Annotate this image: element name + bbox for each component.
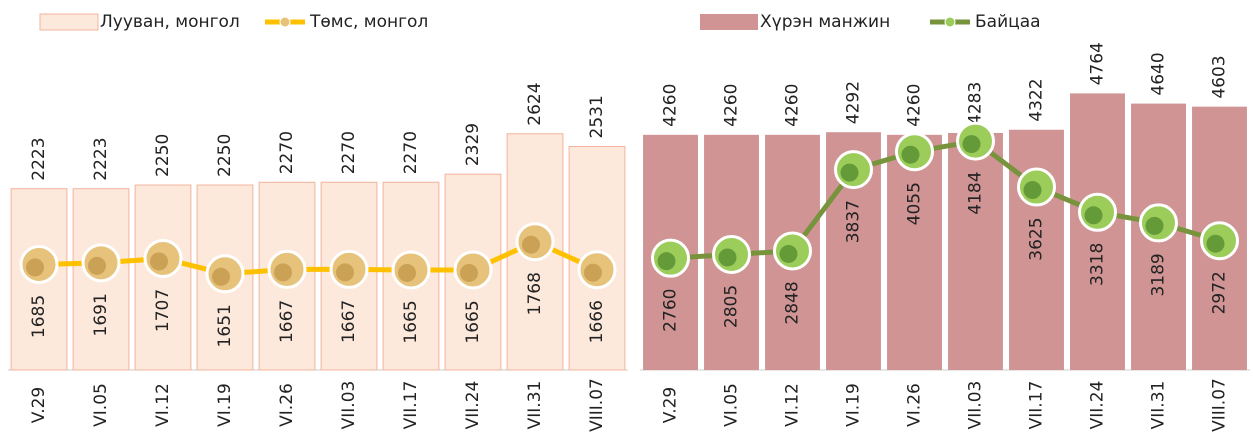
x-tick-label: VII.24: [1088, 381, 1108, 430]
bar-value-label: 4283: [966, 82, 986, 125]
marker-detail: [460, 264, 478, 282]
chart: V.29 VI.05 VI.12 VI.19 VI.26 VII.03 VII.17 VII.…: [640, 12, 1250, 432]
marker-detail: [963, 135, 981, 153]
marker-detail: [1207, 235, 1225, 253]
bar-value-label: 2624: [525, 82, 545, 125]
x-tick-label: VII.24: [463, 381, 483, 430]
x-tick-label: VII.17: [401, 381, 421, 430]
bar-value-label: 2223: [91, 137, 111, 180]
x-tick-label: VI.26: [905, 383, 925, 427]
charts: V.29 VI.05 VI.12 VI.19 VI.26 VII.03 VII.17 VII.…: [0, 0, 1253, 445]
x-tick-label: VI.12: [783, 383, 803, 427]
marker-detail: [88, 257, 106, 275]
bar-value-label: 4640: [1149, 52, 1169, 95]
marker-detail: [719, 248, 737, 266]
marker-detail: [150, 252, 168, 270]
line-value-label: 3625: [1027, 217, 1047, 260]
x-tick-label: VII.03: [966, 381, 986, 430]
bar-value-label: 4260: [661, 84, 681, 127]
line-value-label: 1707: [153, 289, 173, 332]
bar-value-label: 2329: [463, 123, 483, 166]
line-value-label: 3189: [1149, 253, 1169, 296]
line-value-label: 1685: [29, 295, 49, 338]
bar-value-label: 4764: [1088, 42, 1108, 85]
x-tick-label: VI.05: [722, 383, 742, 427]
legend-swatch: [40, 14, 98, 30]
marker-detail: [212, 268, 230, 286]
marker-detail: [398, 264, 416, 282]
bar-value-label: 2250: [215, 134, 235, 177]
marker-detail: [780, 245, 798, 263]
legend-swatch: [700, 14, 758, 30]
bar-value-label: 4260: [905, 84, 925, 127]
line-value-label: 3318: [1088, 243, 1108, 286]
line-value-label: 2972: [1210, 271, 1230, 314]
bar-value-label: 4260: [783, 84, 803, 127]
marker-detail: [902, 146, 920, 164]
bar-value-label: 2270: [401, 131, 421, 174]
marker-detail: [1085, 206, 1103, 224]
line-value-label: 1665: [463, 300, 483, 343]
line-value-label: 3837: [844, 200, 864, 243]
line-value-label: 2805: [722, 285, 742, 328]
legend-label: Байцаа: [975, 12, 1041, 32]
legend-marker: [945, 17, 955, 27]
bar: [948, 133, 1003, 370]
page: V.29 VI.05 VI.12 VI.19 VI.26 VII.03 VII.17 VII.…: [0, 0, 1253, 445]
x-tick-label: VII.31: [525, 381, 545, 430]
legend-marker: [280, 17, 290, 27]
bar-value-label: 4260: [722, 84, 742, 127]
line-value-label: 1691: [91, 293, 111, 336]
x-tick-label: V.29: [29, 387, 49, 423]
x-tick-label: VII.17: [1027, 381, 1047, 430]
line-value-label: 4055: [905, 182, 925, 225]
marker-detail: [658, 252, 676, 270]
bar-value-label: 2223: [29, 137, 49, 180]
bar-value-label: 4292: [844, 81, 864, 124]
bar-value-label: 4603: [1210, 55, 1230, 98]
marker-detail: [1146, 217, 1164, 235]
line-value-label: 2760: [661, 289, 681, 332]
line-value-label: 1667: [277, 300, 297, 343]
marker-detail: [26, 258, 44, 276]
marker-detail: [522, 236, 540, 254]
line-value-label: 4184: [966, 171, 986, 214]
x-tick-label: VIII.07: [1210, 378, 1230, 432]
x-tick-label: VI.19: [844, 383, 864, 427]
line-value-label: 1665: [401, 300, 421, 343]
marker-detail: [274, 263, 292, 281]
x-tick-label: VI.05: [91, 383, 111, 427]
chart: V.29 VI.05 VI.12 VI.19 VI.26 VII.03 VII.17 VII.…: [8, 12, 628, 432]
bar-value-label: 2531: [587, 95, 607, 138]
marker-detail: [841, 164, 859, 182]
line-value-label: 1651: [215, 304, 235, 347]
x-tick-label: VI.26: [277, 383, 297, 427]
bar-value-label: 2250: [153, 134, 173, 177]
x-tick-label: VIII.07: [587, 378, 607, 432]
marker-detail: [584, 264, 602, 282]
line-value-label: 2848: [783, 281, 803, 324]
x-tick-label: VI.12: [153, 383, 173, 427]
line-value-label: 1667: [339, 300, 359, 343]
marker-detail: [336, 263, 354, 281]
marker-detail: [1024, 181, 1042, 199]
bar-value-label: 4322: [1027, 78, 1047, 121]
x-tick-label: VI.19: [215, 383, 235, 427]
x-tick-label: VII.03: [339, 381, 359, 430]
bar-value-label: 2270: [339, 131, 359, 174]
x-tick-label: VII.31: [1149, 381, 1169, 430]
legend-label: Хүрэн манжин: [760, 12, 890, 32]
bar-value-label: 2270: [277, 131, 297, 174]
line-value-label: 1768: [525, 272, 545, 315]
x-tick-label: V.29: [661, 387, 681, 423]
line-value-label: 1666: [587, 300, 607, 343]
legend-label: Төмс, монгол: [309, 12, 428, 32]
legend-label: Лууван, монгол: [100, 12, 240, 32]
